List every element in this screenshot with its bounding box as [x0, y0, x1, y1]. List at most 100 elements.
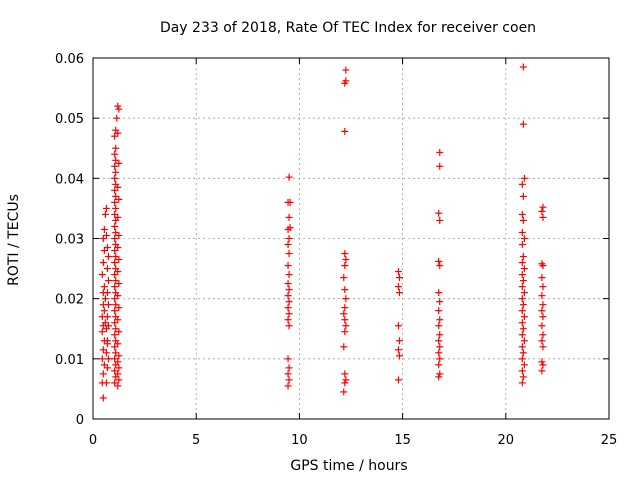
- data-point-marker: [114, 292, 122, 300]
- data-point-marker: [342, 322, 350, 330]
- data-point-marker: [102, 231, 110, 239]
- data-point-marker: [102, 349, 110, 357]
- data-point-marker: [285, 213, 293, 221]
- data-point-marker: [115, 195, 123, 203]
- data-point-marker: [111, 222, 119, 230]
- data-point-marker: [284, 304, 292, 312]
- data-point-marker: [519, 325, 527, 333]
- data-point-marker: [98, 271, 106, 279]
- data-point-marker: [519, 192, 527, 200]
- data-point-marker: [538, 292, 546, 300]
- data-point-marker: [518, 319, 526, 327]
- data-point-marker: [114, 129, 122, 137]
- data-point-marker: [435, 373, 443, 381]
- data-points: [98, 63, 547, 402]
- data-point-marker: [284, 262, 292, 270]
- data-point-marker: [341, 286, 349, 294]
- y-tick-label: 0: [76, 413, 84, 428]
- data-point-marker: [519, 120, 527, 128]
- data-point-marker: [538, 207, 546, 215]
- data-point-marker: [99, 259, 107, 267]
- data-point-marker: [340, 310, 348, 318]
- data-point-marker: [111, 259, 119, 267]
- data-point-marker: [436, 331, 444, 339]
- data-point-marker: [111, 186, 119, 194]
- axis-ticks: [92, 57, 610, 420]
- data-point-marker: [520, 235, 528, 242]
- x-tick-label: 25: [601, 433, 618, 448]
- data-point-marker: [436, 370, 444, 378]
- data-point-marker: [340, 343, 348, 351]
- data-point-marker: [436, 343, 444, 351]
- data-point-marker: [342, 77, 350, 85]
- data-point-marker: [518, 180, 526, 188]
- data-point-marker: [111, 235, 119, 242]
- data-point-marker: [518, 379, 526, 387]
- data-point-marker: [115, 231, 123, 239]
- data-point-marker: [104, 277, 112, 285]
- data-point-marker: [435, 349, 443, 357]
- data-point-marker: [341, 127, 349, 135]
- data-point-marker: [100, 225, 108, 233]
- data-point-marker: [112, 277, 120, 285]
- data-point-marker: [114, 370, 122, 378]
- data-point-marker: [284, 316, 292, 324]
- data-point-marker: [101, 319, 109, 327]
- data-point-marker: [111, 210, 119, 218]
- data-point-marker: [103, 289, 111, 297]
- data-point-marker: [538, 367, 546, 375]
- data-point-marker: [539, 313, 547, 321]
- data-point-marker: [112, 325, 120, 333]
- data-point-marker: [98, 355, 106, 363]
- data-point-marker: [436, 298, 444, 306]
- data-point-marker: [436, 316, 444, 324]
- data-point-marker: [394, 376, 402, 384]
- data-point-marker: [518, 283, 526, 291]
- x-tick-label: 0: [89, 433, 97, 448]
- data-point-marker: [394, 283, 402, 291]
- data-point-marker: [98, 328, 106, 336]
- data-point-marker: [112, 228, 120, 236]
- data-point-marker: [114, 102, 122, 110]
- data-point-marker: [115, 376, 123, 384]
- y-tick-label: 0.06: [55, 52, 84, 67]
- data-point-marker: [103, 244, 111, 252]
- y-tick-label: 0.03: [55, 233, 84, 248]
- data-point-marker: [538, 274, 546, 282]
- data-point-marker: [99, 394, 107, 402]
- data-point-marker: [518, 295, 526, 303]
- data-point-marker: [341, 250, 349, 258]
- data-point-marker: [114, 358, 122, 366]
- data-point-marker: [113, 114, 121, 122]
- data-point-marker: [518, 228, 526, 236]
- data-point-marker: [520, 361, 528, 369]
- data-point-marker: [436, 216, 444, 224]
- data-point-marker: [111, 355, 119, 363]
- data-point-marker: [520, 174, 528, 182]
- data-point-marker: [114, 183, 122, 191]
- data-point-marker: [519, 373, 527, 381]
- data-point-marker: [285, 298, 293, 306]
- data-point-marker: [396, 289, 404, 297]
- data-point-marker: [114, 244, 122, 252]
- data-point-marker: [285, 364, 293, 372]
- data-point-marker: [518, 355, 526, 363]
- data-point-marker: [396, 337, 404, 345]
- data-point-marker: [115, 304, 123, 312]
- data-point-marker: [114, 340, 122, 348]
- data-point-marker: [538, 322, 546, 330]
- data-point-marker: [518, 343, 526, 351]
- data-point-marker: [394, 346, 402, 354]
- data-point-marker: [100, 361, 108, 369]
- data-point-marker: [111, 198, 119, 206]
- data-point-marker: [394, 322, 402, 330]
- data-point-marker: [341, 316, 349, 324]
- data-point-marker: [99, 370, 107, 378]
- data-point-marker: [111, 150, 119, 158]
- data-point-marker: [520, 337, 528, 345]
- y-tick-label: 0.05: [55, 112, 84, 127]
- data-point-marker: [103, 265, 111, 273]
- data-point-marker: [396, 274, 404, 282]
- data-point-marker: [101, 295, 109, 303]
- data-point-marker: [111, 319, 119, 327]
